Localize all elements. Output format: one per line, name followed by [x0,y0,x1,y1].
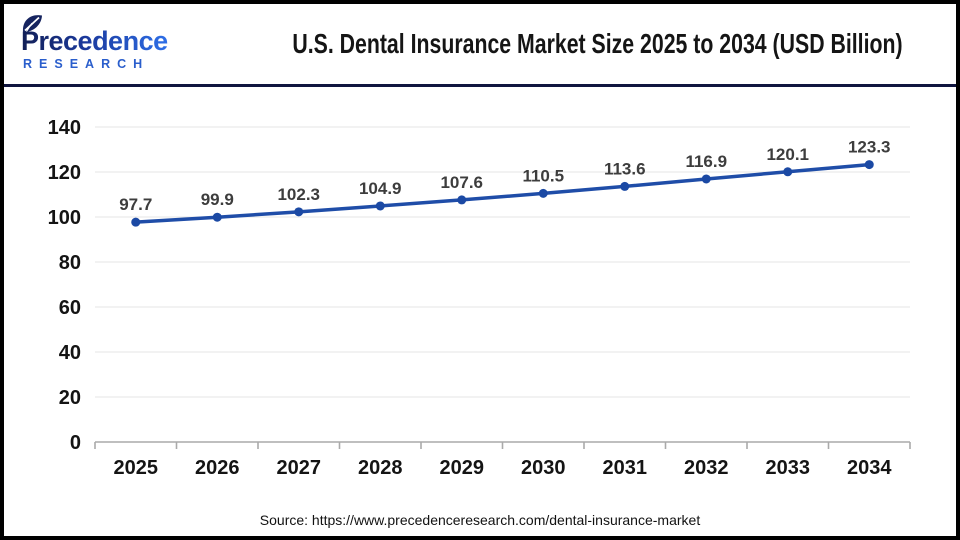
data-point-label: 116.9 [685,152,727,171]
y-tick-label: 60 [59,297,81,319]
data-point-label: 120.1 [766,145,809,164]
y-tick-label: 140 [48,117,81,139]
data-point-marker [620,181,630,191]
x-tick-label: 2026 [195,457,240,479]
data-point-label: 110.5 [522,166,564,185]
data-point-marker [701,174,711,184]
y-tick-label: 120 [48,162,81,184]
data-point-label: 107.6 [440,173,483,192]
market-size-line-chart: 0 20 40 60 80 100 120 140 2025 2026 2027 2028 2029 20… [48,117,911,479]
source-note: Source: https://www.precedenceresearch.c… [259,512,701,528]
header-divider [4,84,956,87]
data-point-label: 97.7 [119,195,152,214]
data-point-label: 102.3 [277,185,320,204]
data-point-label: 99.9 [201,190,234,209]
x-tick-label: 2027 [277,457,322,479]
logo-brand-text: Precedence [21,26,168,56]
data-point-label: 113.6 [604,159,646,178]
y-tick-label: 40 [59,342,81,364]
data-point-marker [783,167,793,177]
y-tick-label: 0 [70,432,81,454]
data-point-label: 104.9 [359,179,402,198]
title-wrap: U.S. Dental Insurance Market Size 2025 t… [196,28,956,60]
brand-logo: Precedence RESEARCH [18,13,196,76]
data-point-marker [131,217,141,227]
x-tick-label: 2033 [766,457,811,479]
x-tick-label: 2028 [358,457,403,479]
data-point-label: 123.3 [848,138,891,157]
x-tick-label: 2031 [603,457,648,479]
leaf-icon [22,14,42,32]
precedence-logo: Precedence RESEARCH [21,14,169,71]
x-tick-label: 2034 [847,457,892,479]
header: Precedence RESEARCH U.S. Dental Insuranc… [4,4,956,84]
data-point-marker [538,188,548,198]
page-title: U.S. Dental Insurance Market Size 2025 t… [292,28,903,59]
x-tick-label: 2025 [114,457,159,479]
data-point-marker [864,160,874,170]
x-tick-label: 2029 [440,457,485,479]
y-tick-label: 80 [59,252,81,274]
trend-line [134,162,871,224]
y-tick-label: 100 [48,207,81,229]
x-tick-label: 2032 [684,457,729,479]
data-point-marker [294,207,304,217]
data-point-marker [457,195,467,205]
y-tick-label: 20 [59,387,81,409]
logo-sub-text: RESEARCH [23,57,149,71]
data-point-marker [212,212,222,222]
data-point-marker [375,201,385,211]
x-tick-label: 2030 [521,457,566,479]
